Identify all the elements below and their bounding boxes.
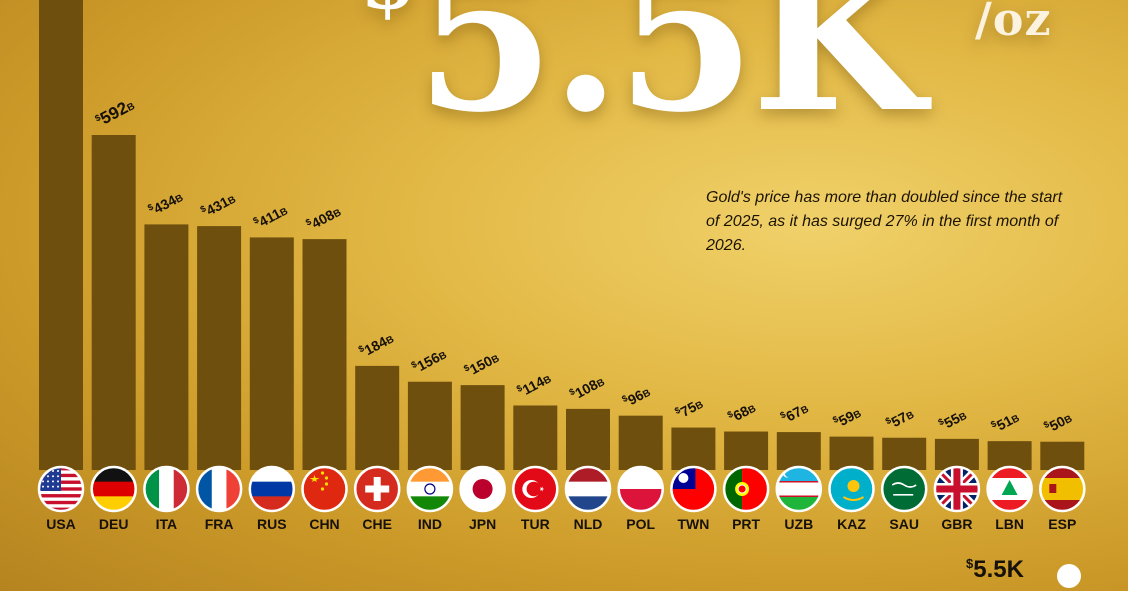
category-label-kaz: KAZ <box>837 516 866 532</box>
category-label-ita: ITA <box>156 516 178 532</box>
value-label-deu: $592B <box>93 95 138 131</box>
value-label-kaz: $59B <box>831 403 864 431</box>
category-label-nld: NLD <box>574 516 603 532</box>
value-label-jpn: $150B <box>462 348 501 380</box>
flag-taiwan-icon <box>670 465 717 513</box>
category-label-esp: ESP <box>1048 516 1076 532</box>
bar-sau <box>882 437 927 470</box>
bar-nld <box>566 408 610 470</box>
flag-uzbekistan-icon <box>775 465 823 513</box>
category-label-rus: RUS <box>257 516 287 532</box>
bar-che <box>355 365 400 470</box>
category-label-pol: POL <box>626 516 655 532</box>
category-label-deu: DEU <box>99 516 129 532</box>
flag-china-icon <box>301 465 348 513</box>
value-label-prt: $68B <box>726 398 759 426</box>
category-label-chn: CHN <box>309 516 339 532</box>
category-label-sau: SAU <box>889 516 919 532</box>
legend-price: $5.5K <box>966 556 1024 584</box>
flag-portugal-icon <box>722 465 770 513</box>
value-label-uzb: $67B <box>778 399 811 427</box>
value-label-ind: $156B <box>409 345 448 377</box>
bar-lbn <box>987 441 1032 470</box>
flag-india-icon <box>406 465 454 513</box>
category-label-jpn: JPN <box>469 516 496 532</box>
flag-spain-icon <box>1039 465 1086 513</box>
flag-poland-icon <box>617 465 664 513</box>
bar-gbr <box>934 438 979 470</box>
bar-pol <box>618 415 663 470</box>
bar-ind <box>407 381 452 470</box>
bar-kaz <box>829 436 874 470</box>
headline-unit: /oz <box>975 0 1052 46</box>
flag-saudi-arabia-icon <box>880 465 928 513</box>
value-label-esp: $50B <box>1042 408 1075 436</box>
flags-layer <box>37 465 1086 513</box>
category-label-uzb: UZB <box>784 516 813 532</box>
value-label-lbn: $51B <box>989 408 1022 436</box>
bar-prt <box>724 431 769 470</box>
value-labels-layer: $592B $434B $431B $411B $408B $184B $156B $150B… <box>93 95 1075 436</box>
bar-ita <box>144 224 189 470</box>
value-label-sau: $57B <box>884 404 917 432</box>
bar-uzb <box>776 432 821 470</box>
subtitle: Gold's price has more than doubled since… <box>706 189 1063 254</box>
flag-usa-icon <box>37 465 85 513</box>
flag-japan-icon <box>459 465 506 513</box>
category-label-lbn: LBN <box>995 516 1024 532</box>
legend-currency: $ <box>966 556 974 571</box>
category-label-prt: PRT <box>732 516 760 532</box>
category-label-gbr: GBR <box>941 516 972 532</box>
headline-currency: $ <box>360 0 416 27</box>
headline-value: 5.5K <box>415 0 926 157</box>
value-label-rus: $411B <box>251 201 290 232</box>
value-label-tur: $114B <box>515 369 554 400</box>
bar-deu <box>91 135 136 470</box>
flag-switzerland-icon <box>353 465 401 513</box>
value-label-ita: $434B <box>146 187 185 219</box>
bar-chn <box>302 239 347 470</box>
value-label-gbr: $55B <box>936 405 969 433</box>
bar-rus <box>249 237 294 470</box>
value-label-nld: $108B <box>567 372 606 404</box>
flag-turkey-icon <box>512 465 559 513</box>
legend-value: 5.5K <box>973 556 1024 583</box>
value-label-pol: $96B <box>620 382 653 410</box>
bar-esp <box>1040 441 1085 470</box>
category-label-fra: FRA <box>205 516 234 532</box>
category-labels-layer: USA DEU ITA FRA RUS CHN CHE IND JPN TUR NLD POL TWN P… <box>46 516 1076 532</box>
flag-kazakhstan-icon <box>828 465 875 513</box>
flag-italy-icon <box>143 465 190 513</box>
category-label-ind: IND <box>418 516 442 532</box>
bars-layer <box>39 0 1085 470</box>
bar-tur <box>513 405 558 470</box>
legend-gold-dot <box>1057 564 1081 588</box>
category-label-tur: TUR <box>521 516 550 532</box>
value-label-twn: $75B <box>673 394 706 422</box>
flag-russia-icon <box>248 465 296 513</box>
flag-united-kingdom-icon <box>933 465 981 513</box>
bar-fra <box>197 226 242 470</box>
category-label-usa: USA <box>46 516 76 532</box>
value-label-che: $184B <box>357 329 396 361</box>
flag-germany-icon <box>90 465 137 513</box>
flag-france-icon <box>195 465 243 513</box>
flag-netherlands-icon <box>564 465 612 513</box>
bar-jpn <box>460 385 505 470</box>
value-label-chn: $408B <box>304 202 343 234</box>
category-label-twn: TWN <box>677 516 709 532</box>
value-label-fra: $431B <box>199 189 238 221</box>
bar-usa <box>39 0 83 470</box>
bar-twn <box>671 427 716 470</box>
flag-lebanon-icon <box>986 465 1033 513</box>
category-label-che: CHE <box>362 516 392 532</box>
headline-price: $5.5K /oz <box>360 0 1051 160</box>
